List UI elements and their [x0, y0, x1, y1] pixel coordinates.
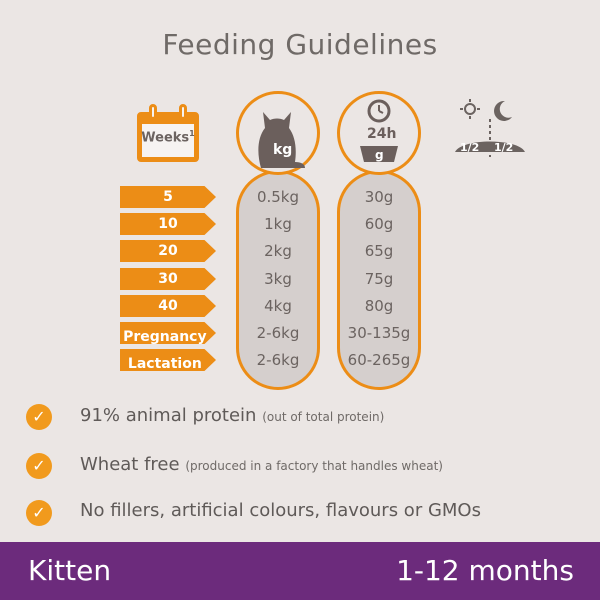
row-label: 10	[120, 213, 216, 235]
fact-wheat-free: Wheat free (produced in a factory that h…	[80, 454, 443, 475]
row-label: Lactation3	[120, 349, 216, 372]
row-label: 20	[120, 240, 216, 262]
food-cell: 80g	[364, 297, 394, 315]
fact-protein: 91% animal protein (out of total protein…	[80, 405, 385, 426]
weight-cell: 2-6kg	[256, 324, 300, 342]
half-half-badge: 1/2 1/2	[450, 130, 530, 156]
half-right-label: 1/2	[494, 141, 513, 154]
footer-product: Kitten	[28, 554, 112, 587]
weight-cell: 0.5kg	[256, 188, 300, 206]
footer-bar: Kitten 1-12 months	[0, 542, 600, 600]
weight-cell: 2kg	[264, 242, 292, 260]
clock-bowl-icon: 24h g	[360, 99, 398, 162]
check-icon: ✓	[26, 453, 52, 479]
weight-column	[236, 170, 320, 390]
grams-label: g	[375, 148, 384, 162]
food-cell: 60g	[364, 215, 394, 233]
row-label: 5	[120, 186, 216, 208]
food-cell: 30g	[364, 188, 394, 206]
footer-age-range: 1-12 months	[396, 554, 574, 587]
page-title: Feeding Guidelines	[162, 28, 438, 61]
daily-food-header: 24h g	[337, 91, 421, 175]
check-icon: ✓	[26, 500, 52, 526]
weight-cell: 4kg	[264, 297, 292, 315]
sun-moon-icon	[460, 99, 512, 157]
check-icon: ✓	[26, 404, 52, 430]
weeks-header: Weeks1	[141, 129, 195, 146]
half-left-label: 1/2	[460, 141, 479, 154]
food-column	[337, 170, 421, 390]
cat-weight-header: kg	[236, 91, 320, 175]
food-cell: 60-265g	[347, 351, 411, 369]
food-cell: 30-135g	[347, 324, 411, 342]
row-label: 30	[120, 268, 216, 290]
weight-cell: 3kg	[264, 270, 292, 288]
food-cell: 65g	[364, 242, 394, 260]
weight-cell: 2-6kg	[256, 351, 300, 369]
row-label: 40	[120, 295, 216, 317]
24h-label: 24h	[367, 126, 396, 142]
calendar-icon: Weeks1	[137, 104, 199, 162]
weight-cell: 1kg	[264, 215, 292, 233]
fact-no-fillers: No fillers, artificial colours, flavours…	[80, 500, 481, 521]
cat-icon: kg	[258, 112, 305, 168]
food-cell: 75g	[364, 270, 394, 288]
kg-label: kg	[273, 142, 292, 158]
